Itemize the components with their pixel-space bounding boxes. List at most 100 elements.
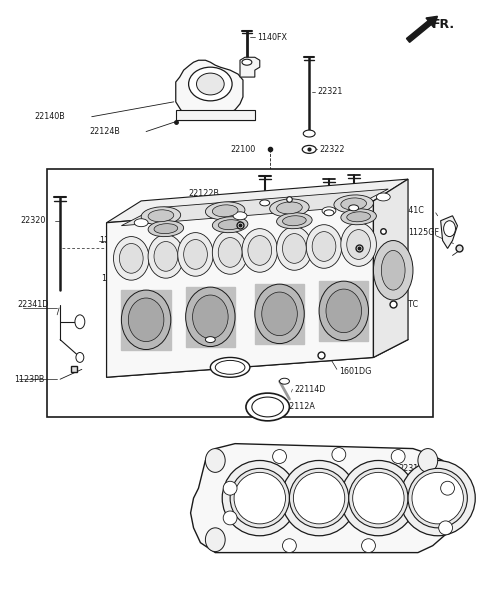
Ellipse shape [341, 198, 367, 210]
Ellipse shape [441, 482, 455, 495]
Text: 22341D: 22341D [18, 300, 49, 309]
Text: FR.: FR. [432, 18, 455, 31]
Ellipse shape [148, 221, 184, 237]
Ellipse shape [210, 358, 250, 377]
Text: 11533: 11533 [102, 274, 127, 283]
Ellipse shape [276, 226, 312, 270]
Ellipse shape [128, 298, 164, 342]
Ellipse shape [212, 231, 248, 274]
Ellipse shape [306, 225, 342, 268]
Text: 22320: 22320 [21, 216, 46, 225]
Ellipse shape [341, 209, 376, 225]
Ellipse shape [376, 193, 390, 201]
Text: 22126A: 22126A [360, 193, 392, 201]
Ellipse shape [76, 352, 84, 362]
Ellipse shape [212, 205, 238, 217]
Polygon shape [107, 179, 408, 223]
Text: 1140FX: 1140FX [257, 33, 287, 42]
Ellipse shape [205, 337, 216, 343]
Ellipse shape [148, 235, 184, 278]
Ellipse shape [281, 461, 357, 536]
Ellipse shape [230, 468, 289, 528]
Ellipse shape [260, 200, 270, 206]
Ellipse shape [178, 232, 213, 276]
Ellipse shape [218, 220, 242, 229]
Ellipse shape [353, 473, 404, 524]
Ellipse shape [154, 241, 178, 271]
Text: 22124B: 22124B [90, 127, 120, 136]
Ellipse shape [141, 207, 180, 225]
Ellipse shape [361, 539, 375, 552]
Ellipse shape [439, 521, 453, 535]
Text: 1573GE: 1573GE [327, 351, 359, 360]
Polygon shape [107, 201, 373, 377]
Text: 22125C: 22125C [151, 303, 182, 312]
Text: 22124C: 22124C [367, 244, 397, 253]
Ellipse shape [255, 284, 304, 343]
Ellipse shape [381, 250, 405, 290]
Polygon shape [240, 57, 260, 77]
Text: 22129: 22129 [294, 188, 320, 197]
Polygon shape [176, 60, 243, 117]
Ellipse shape [400, 461, 475, 536]
Polygon shape [186, 287, 235, 346]
Ellipse shape [347, 229, 371, 259]
Text: 22125A: 22125A [297, 206, 328, 215]
Ellipse shape [189, 67, 232, 101]
Ellipse shape [234, 473, 286, 524]
Text: 1123PB: 1123PB [14, 375, 45, 384]
Text: 1125GF: 1125GF [408, 228, 439, 237]
Ellipse shape [233, 212, 247, 220]
Ellipse shape [218, 238, 242, 267]
Polygon shape [121, 290, 171, 349]
Ellipse shape [326, 289, 361, 333]
Ellipse shape [279, 378, 289, 384]
Ellipse shape [242, 229, 277, 272]
Ellipse shape [412, 473, 463, 524]
Ellipse shape [302, 145, 316, 153]
Ellipse shape [349, 205, 359, 211]
Text: 22114D: 22114D [294, 384, 326, 393]
Ellipse shape [319, 281, 369, 340]
Ellipse shape [334, 195, 373, 213]
Ellipse shape [192, 295, 228, 339]
Text: 22341C: 22341C [393, 206, 424, 215]
Ellipse shape [373, 241, 413, 300]
Ellipse shape [196, 73, 224, 95]
Text: 22311: 22311 [398, 464, 423, 473]
Ellipse shape [205, 202, 245, 220]
Ellipse shape [248, 235, 272, 265]
Ellipse shape [223, 482, 237, 495]
Text: 1152AB: 1152AB [100, 236, 131, 245]
Text: 22100: 22100 [230, 145, 255, 154]
Ellipse shape [186, 287, 235, 346]
Ellipse shape [347, 212, 371, 222]
Ellipse shape [418, 449, 438, 473]
Ellipse shape [222, 461, 297, 536]
Ellipse shape [184, 240, 207, 269]
Ellipse shape [303, 130, 315, 137]
Ellipse shape [444, 221, 456, 237]
Ellipse shape [246, 393, 289, 421]
Ellipse shape [223, 511, 237, 525]
Text: 22321: 22321 [317, 88, 342, 97]
Ellipse shape [120, 244, 143, 273]
Ellipse shape [134, 219, 148, 226]
Ellipse shape [270, 199, 309, 217]
Ellipse shape [205, 449, 225, 473]
Text: 22112A: 22112A [285, 402, 315, 411]
Ellipse shape [276, 213, 312, 229]
Ellipse shape [283, 216, 306, 226]
Ellipse shape [148, 210, 174, 222]
Ellipse shape [283, 539, 296, 552]
Text: 22124B: 22124B [195, 218, 227, 227]
Polygon shape [255, 284, 304, 343]
Polygon shape [176, 110, 255, 120]
Text: 22322: 22322 [319, 145, 345, 154]
Ellipse shape [262, 292, 297, 336]
Ellipse shape [154, 224, 178, 234]
Ellipse shape [276, 202, 302, 214]
Text: 22114D: 22114D [153, 340, 184, 349]
Polygon shape [121, 189, 388, 226]
Text: 22122B: 22122B [189, 190, 220, 198]
